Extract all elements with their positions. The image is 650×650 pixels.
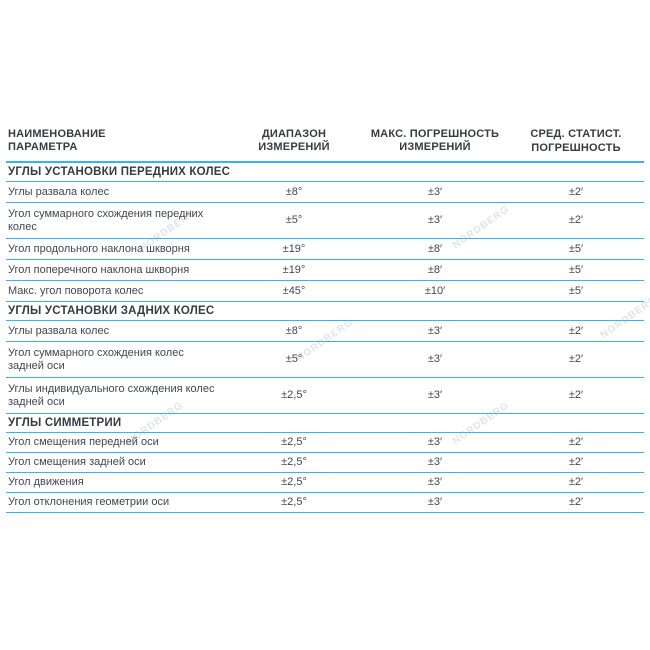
table-row: Угол движения ±2,5° ±3′ ±2′ <box>6 473 644 493</box>
avg-error-value: ±5′ <box>568 284 584 297</box>
table-row: Угол продольного наклона шкворня ±19° ±8… <box>6 239 644 260</box>
specs-table: НАИМЕНОВАНИЕ ПАРАМЕТРА ДИАПАЗОН ИЗМЕРЕНИ… <box>6 120 644 513</box>
table-row: Угол поперечного наклона шкворня ±19° ±8… <box>6 260 644 281</box>
range-value: ±2,5° <box>281 476 307 489</box>
range-value: ±5° <box>285 353 303 366</box>
max-error-value: ±10′ <box>424 284 446 297</box>
max-error-value: ±3′ <box>427 324 443 337</box>
avg-error-value: ±2′ <box>568 185 584 198</box>
parameter-name: Угол поперечного наклона шкворня <box>8 263 190 276</box>
parameter-name: Угол смещения передней оси <box>8 436 159 449</box>
section-header-symmetry-angles: УГЛЫ СИММЕТРИИ <box>6 414 644 433</box>
parameter-name: Макс. угол поворота колес <box>8 284 144 297</box>
parameter-name: Угол суммарного схождения колес задней о… <box>8 347 184 372</box>
max-error-value: ±3′ <box>427 353 443 366</box>
section-title: УГЛЫ УСТАНОВКИ ЗАДНИХ КОЛЕС <box>8 305 215 317</box>
table-row: Угол смещения передней оси ±2,5° ±3′ ±2′ <box>6 433 644 453</box>
max-error-value: ±3′ <box>427 185 443 198</box>
parameter-name: Угол смещения задней оси <box>8 456 146 469</box>
table-row: Макс. угол поворота колес ±45° ±10′ ±5′ <box>6 281 644 302</box>
range-value: ±2,5° <box>281 456 307 469</box>
max-error-value: ±3′ <box>427 389 443 402</box>
table-row: Углы индивидуального схождения колес зад… <box>6 378 644 414</box>
range-value: ±2,5° <box>281 496 307 509</box>
max-error-value: ±3′ <box>427 476 443 489</box>
avg-error-value: ±2′ <box>568 214 584 227</box>
avg-error-value: ±2′ <box>568 353 584 366</box>
parameter-name: Углы индивидуального схождения колес зад… <box>8 383 215 408</box>
range-value: ±2,5° <box>281 436 307 449</box>
max-error-value: ±3′ <box>427 436 443 449</box>
avg-error-value: ±5′ <box>568 242 584 255</box>
parameter-name: Угол отклонения геометрии оси <box>8 496 170 509</box>
table-row: Угол суммарного схождения передних колес… <box>6 203 644 239</box>
parameter-name: Углы развала колес <box>8 185 110 198</box>
column-header-avg-error: СРЕД. СТАТИСТ. ПОГРЕШНОСТЬ <box>530 127 622 154</box>
avg-error-value: ±5′ <box>568 263 584 276</box>
column-header-max-error: МАКС. ПОГРЕШНОСТЬ ИЗМЕРЕНИЙ <box>370 128 500 153</box>
table-row: Угол смещения задней оси ±2,5° ±3′ ±2′ <box>6 453 644 473</box>
parameter-name: Углы развала колес <box>8 324 110 337</box>
section-title: УГЛЫ СИММЕТРИИ <box>8 417 122 429</box>
column-header-range: ДИАПАЗОН ИЗМЕРЕНИЙ <box>258 128 330 153</box>
table-row: Углы развала колес ±8° ±3′ ±2′ <box>6 321 644 342</box>
section-header-front-wheel-angles: УГЛЫ УСТАНОВКИ ПЕРЕДНИХ КОЛЕС <box>6 163 644 182</box>
avg-error-value: ±2′ <box>568 456 584 469</box>
avg-error-value: ±2′ <box>568 496 584 509</box>
range-value: ±8° <box>285 324 303 337</box>
parameter-name: Угол движения <box>8 476 84 489</box>
max-error-value: ±3′ <box>427 456 443 469</box>
max-error-value: ±3′ <box>427 496 443 509</box>
max-error-value: ±3′ <box>427 214 443 227</box>
range-value: ±45° <box>282 284 306 297</box>
section-header-rear-wheel-angles: УГЛЫ УСТАНОВКИ ЗАДНИХ КОЛЕС <box>6 302 644 321</box>
avg-error-value: ±2′ <box>568 476 584 489</box>
range-value: ±2,5° <box>281 389 307 402</box>
table-header-row: НАИМЕНОВАНИЕ ПАРАМЕТРА ДИАПАЗОН ИЗМЕРЕНИ… <box>6 120 644 163</box>
range-value: ±5° <box>285 214 303 227</box>
avg-error-value: ±2′ <box>568 324 584 337</box>
range-value: ±19° <box>282 242 306 255</box>
section-title: УГЛЫ УСТАНОВКИ ПЕРЕДНИХ КОЛЕС <box>8 166 231 178</box>
parameter-name: Угол продольного наклона шкворня <box>8 242 190 255</box>
parameter-name: Угол суммарного схождения передних колес <box>8 208 204 233</box>
table-row: Угол отклонения геометрии оси ±2,5° ±3′ … <box>6 493 644 513</box>
avg-error-value: ±2′ <box>568 436 584 449</box>
table-row: Угол суммарного схождения колес задней о… <box>6 342 644 378</box>
avg-error-value: ±2′ <box>568 389 584 402</box>
range-value: ±8° <box>285 185 303 198</box>
table-row: Углы развала колес ±8° ±3′ ±2′ <box>6 182 644 203</box>
max-error-value: ±8′ <box>427 263 443 276</box>
max-error-value: ±8′ <box>427 242 443 255</box>
column-header-parameter: НАИМЕНОВАНИЕ ПАРАМЕТРА <box>8 128 106 153</box>
range-value: ±19° <box>282 263 306 276</box>
